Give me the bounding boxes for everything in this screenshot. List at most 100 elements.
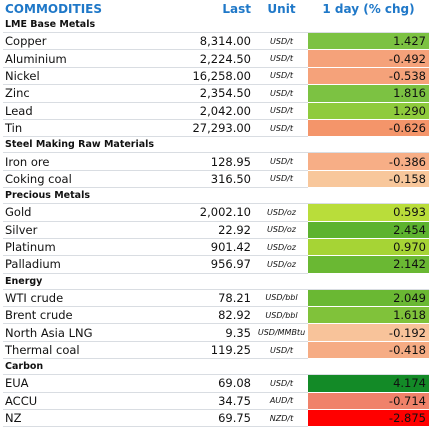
- change-value: -0.492: [308, 49, 429, 68]
- last-price: 16,258.00: [163, 67, 255, 86]
- price-unit: USD/bbl: [255, 289, 308, 308]
- table-row: Gold 2,002.10 USD/oz 0.593: [3, 203, 429, 222]
- commodities-title: COMMODITIES: [5, 1, 103, 16]
- last-price: 27,293.00: [163, 119, 255, 138]
- price-unit: USD/t: [255, 67, 308, 86]
- commodity-name: Coking coal: [3, 170, 163, 189]
- change-value: -0.714: [308, 392, 429, 411]
- commodity-name: NZ: [3, 409, 163, 427]
- change-value: 1.427: [308, 32, 429, 51]
- commodity-name: Lead: [3, 102, 163, 120]
- price-unit: USD/t: [255, 32, 308, 51]
- commodity-name: Aluminium: [3, 49, 163, 68]
- price-unit: USD/oz: [255, 203, 308, 222]
- price-unit: USD/t: [255, 84, 308, 103]
- section-header-row: Steel Making Raw Materials: [3, 136, 429, 154]
- table-row: Iron ore 128.95 USD/t -0.386: [3, 152, 429, 171]
- last-price: 901.42: [163, 238, 255, 257]
- last-price: 316.50: [163, 170, 255, 189]
- table-row: Tin 27,293.00 USD/t -0.626: [3, 119, 429, 138]
- last-price: 956.97: [163, 255, 255, 274]
- price-unit: USD/oz: [255, 221, 308, 239]
- commodity-name: Gold: [3, 203, 163, 222]
- section-title: Steel Making Raw Materials: [3, 136, 429, 154]
- price-unit: USD/bbl: [255, 306, 308, 325]
- last-price: 2,042.00: [163, 102, 255, 120]
- change-value: -0.158: [308, 170, 429, 189]
- change-value: 1.816: [308, 84, 429, 103]
- commodity-name: ACCU: [3, 392, 163, 411]
- section-title: Precious Metals: [3, 187, 429, 205]
- table-row: Platinum 901.42 USD/oz 0.970: [3, 238, 429, 257]
- price-unit: USD/oz: [255, 255, 308, 274]
- last-price: 69.08: [163, 374, 255, 393]
- commodity-name: EUA: [3, 374, 163, 393]
- last-price: 9.35: [163, 323, 255, 342]
- commodity-name: North Asia LNG: [3, 323, 163, 342]
- price-unit: USD/oz: [255, 238, 308, 257]
- change-value: 1.618: [308, 306, 429, 325]
- change-value: 0.970: [308, 238, 429, 257]
- change-column-header: 1 day (% chg): [322, 1, 415, 16]
- change-value: 2.454: [308, 221, 429, 239]
- last-price: 22.92: [163, 221, 255, 239]
- price-unit: NZD/t: [255, 409, 308, 427]
- table-row: Zinc 2,354.50 USD/t 1.816: [3, 84, 429, 103]
- commodity-name: Iron ore: [3, 152, 163, 171]
- change-value: -0.192: [308, 323, 429, 342]
- table-row: Brent crude 82.92 USD/bbl 1.618: [3, 306, 429, 325]
- price-unit: USD/t: [255, 170, 308, 189]
- commodity-name: Brent crude: [3, 306, 163, 325]
- commodities-table: COMMODITIES Last Unit 1 day (% chg) LME …: [3, 0, 429, 427]
- section-header-row: Carbon: [3, 358, 429, 376]
- unit-column-header: Unit: [267, 1, 296, 16]
- table-row: Palladium 956.97 USD/oz 2.142: [3, 255, 429, 274]
- change-value: -0.626: [308, 119, 429, 138]
- table-row: Aluminium 2,224.50 USD/t -0.492: [3, 49, 429, 68]
- section-header-row: Precious Metals: [3, 187, 429, 205]
- change-value: 2.049: [308, 289, 429, 308]
- commodity-name: Thermal coal: [3, 341, 163, 360]
- table-row: Lead 2,042.00 USD/t 1.290: [3, 102, 429, 120]
- commodity-name: Silver: [3, 221, 163, 239]
- change-value: -0.418: [308, 341, 429, 360]
- table-row: EUA 69.08 USD/t 4.174: [3, 374, 429, 393]
- section-header-row: LME Base Metals: [3, 17, 429, 33]
- last-price: 2,224.50: [163, 49, 255, 68]
- change-value: -0.538: [308, 67, 429, 86]
- last-price: 128.95: [163, 152, 255, 171]
- table-row: Silver 22.92 USD/oz 2.454: [3, 221, 429, 239]
- commodity-name: Copper: [3, 32, 163, 51]
- change-value: -0.386: [308, 152, 429, 171]
- commodity-name: WTI crude: [3, 289, 163, 308]
- price-unit: USD/t: [255, 374, 308, 393]
- section-title: LME Base Metals: [3, 17, 429, 33]
- price-unit: USD/t: [255, 119, 308, 138]
- last-price: 34.75: [163, 392, 255, 411]
- table-header-row: COMMODITIES Last Unit 1 day (% chg): [3, 0, 429, 17]
- table-row: NZ 69.75 NZD/t -2.875: [3, 409, 429, 427]
- price-unit: USD/t: [255, 341, 308, 360]
- commodity-name: Zinc: [3, 84, 163, 103]
- change-value: 2.142: [308, 255, 429, 274]
- last-price: 8,314.00: [163, 32, 255, 51]
- price-unit: USD/t: [255, 49, 308, 68]
- commodity-name: Platinum: [3, 238, 163, 257]
- table-row: Nickel 16,258.00 USD/t -0.538: [3, 67, 429, 86]
- last-price: 2,002.10: [163, 203, 255, 222]
- last-price: 82.92: [163, 306, 255, 325]
- price-unit: AUD/t: [255, 392, 308, 411]
- commodities-table-body: COMMODITIES Last Unit 1 day (% chg) LME …: [3, 0, 429, 427]
- commodity-name: Nickel: [3, 67, 163, 86]
- price-unit: USD/t: [255, 102, 308, 120]
- commodity-name: Palladium: [3, 255, 163, 274]
- last-price: 78.21: [163, 289, 255, 308]
- commodity-name: Tin: [3, 119, 163, 138]
- table-row: Copper 8,314.00 USD/t 1.427: [3, 32, 429, 51]
- table-row: WTI crude 78.21 USD/bbl 2.049: [3, 289, 429, 308]
- table-row: ACCU 34.75 AUD/t -0.714: [3, 392, 429, 411]
- table-row: Coking coal 316.50 USD/t -0.158: [3, 170, 429, 189]
- change-value: -2.875: [308, 409, 429, 427]
- change-value: 4.174: [308, 374, 429, 393]
